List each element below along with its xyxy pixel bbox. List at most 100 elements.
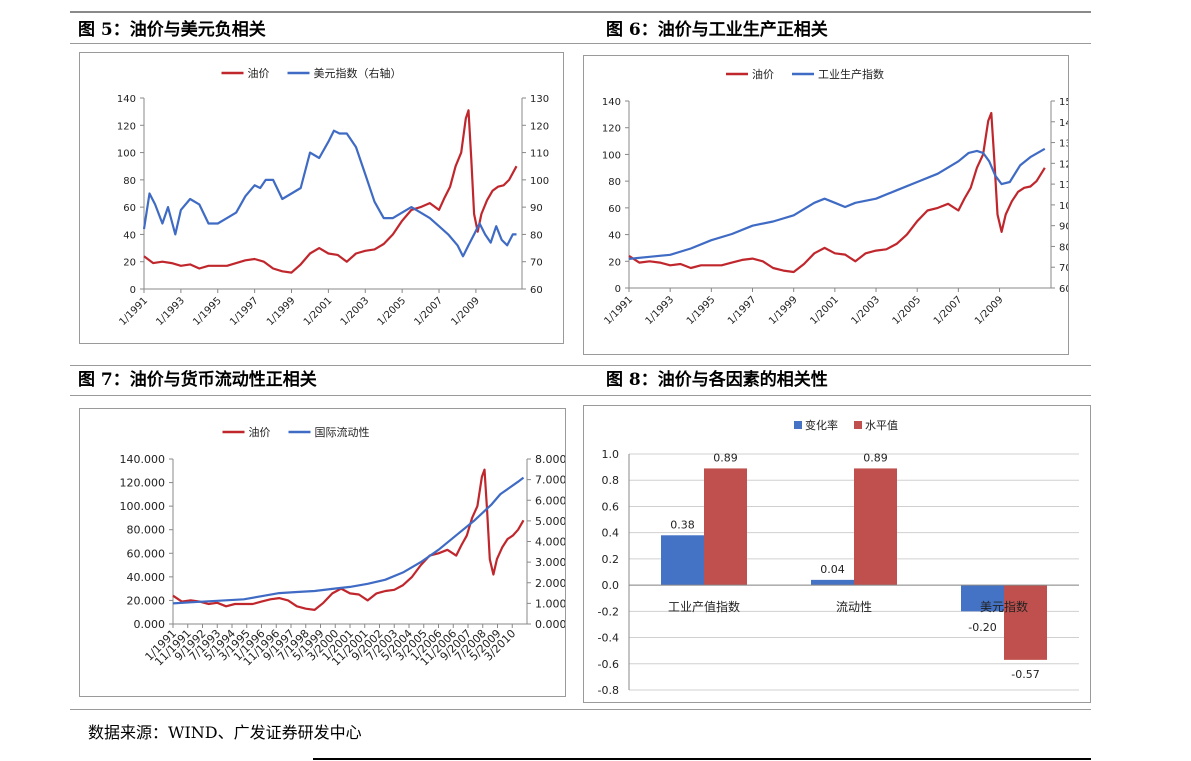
y-right-tick-label: 90	[1059, 222, 1068, 233]
data-source-note: 数据来源：WIND、广发证券研发中心	[88, 723, 362, 742]
y-left-tick-label: 140.000	[120, 453, 166, 466]
y-tick-label: 0.2	[602, 553, 620, 566]
legend-swatch	[794, 421, 802, 429]
series-line-oil-price	[143, 109, 518, 274]
bar-change-rate	[961, 585, 1004, 612]
x-tick-label: 1/2001	[808, 294, 841, 327]
bar-level-value	[1004, 585, 1047, 660]
y-left-tick-label: 0	[130, 285, 136, 296]
y-left-tick-label: 40.000	[127, 571, 166, 584]
y-right-tick-label: 0.000	[535, 618, 565, 631]
legend-label: 油价	[249, 425, 271, 439]
caption-rule-3	[70, 395, 1091, 396]
series-line-oil-price	[628, 111, 1046, 274]
legend-label: 国际流动性	[315, 425, 370, 439]
y-tick-label: 0.4	[602, 527, 620, 540]
y-left-tick-label: 20	[608, 257, 621, 268]
x-tick-label: 1/1999	[265, 295, 298, 328]
y-right-tick-label: 6.000	[535, 494, 565, 507]
legend-swatch	[854, 421, 862, 429]
y-left-tick-label: 60.000	[127, 547, 166, 560]
bar-level-value	[704, 468, 747, 586]
y-left-tick-label: 80.000	[127, 524, 166, 537]
data-label: 0.89	[863, 451, 888, 464]
y-right-tick-label: 140	[1059, 118, 1068, 129]
y-right-tick-label: 110	[1059, 180, 1068, 191]
y-left-tick-label: 140	[602, 97, 621, 108]
y-right-tick-label: 60	[1059, 284, 1068, 295]
figure-7-svg: 0.000 20.000 40.000 60.000 80.000 100.000 120.…	[120, 425, 566, 668]
x-tick-label: 1/1997	[726, 294, 759, 327]
x-tick-label: 1/2001	[302, 295, 335, 328]
y-tick-label: 0.0	[602, 579, 620, 592]
figure-5-chart: 0 20 40 60 80 100 120 140 60 70 80 90 100 110 120 130 1/…	[79, 52, 564, 344]
y-right-tick-label: 3.000	[535, 556, 565, 569]
y-right-tick-label: 130	[530, 94, 549, 105]
y-right-tick-label: 1.000	[535, 597, 565, 610]
data-label: 0.38	[670, 518, 695, 531]
legend-label: 变化率	[805, 418, 838, 432]
x-tick-label: 1/2003	[339, 295, 372, 328]
x-tick-label: 1/2007	[932, 294, 965, 327]
x-tick-label: 1/1991	[602, 294, 635, 327]
figure-6-chart: 0 20 40 60 80 100 120 140 60 70 80 90 100 110 120 130 14…	[583, 55, 1069, 355]
y-left-tick-label: 120	[117, 121, 136, 132]
legend-label: 美元指数（右轴）	[314, 66, 402, 80]
y-right-tick-label: 70	[530, 258, 543, 269]
y-right-tick-label: 80	[530, 230, 543, 241]
y-left-tick-label: 60	[123, 203, 136, 214]
y-right-tick-label: 8.000	[535, 453, 565, 466]
data-label: -0.20	[968, 621, 996, 634]
y-left-tick-label: 100.000	[120, 500, 166, 513]
x-tick-label: 1/1991	[117, 295, 150, 328]
x-tick-label: 1/2003	[849, 294, 882, 327]
y-tick-label: -0.6	[598, 658, 619, 671]
y-left-tick-label: 100	[602, 150, 621, 161]
y-left-tick-label: 140	[117, 94, 136, 105]
series-line-oil-price	[172, 468, 525, 611]
y-right-tick-label: 100	[1059, 201, 1068, 212]
y-tick-label: 1.0	[602, 448, 620, 461]
y-tick-label: 0.6	[602, 500, 620, 513]
x-tick-label: 1/2007	[412, 295, 445, 328]
data-label: 0.89	[713, 451, 738, 464]
legend-label: 油价	[248, 66, 270, 80]
data-label: 0.04	[820, 563, 845, 576]
y-right-tick-label: 70	[1059, 263, 1068, 274]
x-tick-label: 1/1993	[644, 294, 677, 327]
figure-8-chart: 1.0 0.8 0.6 0.4 0.2 0.0 -0.2 -0.4 -0.6 -0.8 0.38 0.…	[583, 405, 1091, 703]
y-right-tick-label: 4.000	[535, 536, 565, 549]
y-right-tick-label: 100	[530, 176, 549, 187]
x-tick-label: 1/2009	[973, 294, 1006, 327]
figure-5-caption: 图 5：油价与美元负相关	[78, 20, 266, 40]
caption-rule-1	[70, 43, 1091, 44]
category-label: 工业产值指数	[668, 599, 740, 614]
x-tick-label: 1/1993	[154, 295, 187, 328]
x-tick-label: 1/2005	[891, 294, 924, 327]
figure-7-chart: 0.000 20.000 40.000 60.000 80.000 100.000 120.…	[79, 408, 566, 697]
x-tick-label: 1/1999	[767, 294, 800, 327]
y-tick-label: -0.2	[598, 605, 619, 618]
y-right-tick-label: 60	[530, 285, 543, 296]
series-line-secondary	[628, 147, 1046, 260]
caption-rule-4	[70, 709, 1091, 710]
y-right-tick-label: 5.000	[535, 515, 565, 528]
y-left-tick-label: 80	[123, 176, 136, 187]
x-tick-label: 1/2005	[376, 295, 409, 328]
category-label: 美元指数	[980, 599, 1028, 614]
top-rule	[70, 11, 1091, 13]
y-left-tick-label: 120	[602, 124, 621, 135]
y-right-tick-label: 120	[530, 121, 549, 132]
x-tick-label: 1/1995	[191, 295, 224, 328]
figure-7-caption: 图 7：油价与货币流动性正相关	[78, 370, 317, 390]
y-right-tick-label: 2.000	[535, 577, 565, 590]
y-right-tick-label: 90	[530, 203, 543, 214]
category-label: 流动性	[836, 600, 872, 614]
y-right-tick-label: 150	[1059, 97, 1068, 108]
y-tick-label: -0.8	[598, 684, 619, 697]
y-right-tick-label: 80	[1059, 242, 1068, 253]
bar-change-rate	[661, 535, 704, 586]
y-left-tick-label: 60	[608, 204, 621, 215]
y-right-tick-label: 110	[530, 149, 549, 160]
y-left-tick-label: 40	[608, 231, 621, 242]
